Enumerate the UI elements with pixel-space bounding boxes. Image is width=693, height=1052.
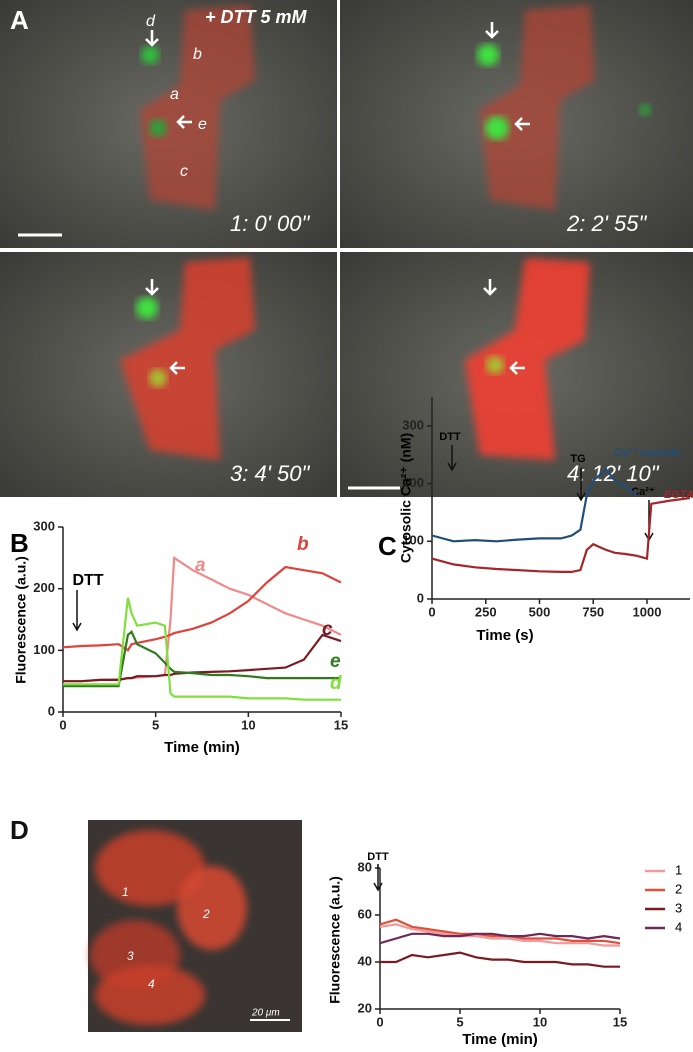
series-label: b — [297, 534, 309, 555]
annotation: DTT — [439, 431, 461, 443]
cell-label: 2 — [202, 907, 210, 921]
data-line — [62, 565, 342, 652]
cell-label: 3 — [127, 949, 134, 963]
x-tick-label: 5 — [456, 1014, 463, 1029]
cell-label: a — [170, 86, 179, 103]
data-line — [63, 597, 341, 701]
data-line — [379, 918, 621, 945]
data-line — [63, 630, 341, 688]
x-tick-label: 0 — [376, 1014, 383, 1029]
frame-time: 1: 0' 00" — [230, 211, 310, 236]
cell-label: 4 — [148, 977, 155, 991]
x-tick-label: 10 — [533, 1014, 547, 1029]
cell-label: d — [146, 13, 156, 30]
y-axis-title: Fluorescence (a.u.) — [13, 556, 29, 684]
series-label: EGTA — [664, 489, 693, 501]
legend-label: 4 — [675, 919, 682, 934]
y-tick-label: 200 — [402, 475, 424, 490]
cell-label: c — [180, 163, 188, 180]
annotation-arrow — [72, 590, 82, 632]
x-tick-label: 1000 — [633, 604, 662, 619]
frame-time: 2: 2' 55" — [566, 211, 647, 236]
annotation: TG — [570, 453, 585, 465]
micrograph-d — [88, 820, 302, 1032]
data-line — [431, 496, 691, 573]
y-axis-title: Cytosolic Ca²⁺ (nM) — [398, 433, 414, 563]
annotation-arrow — [576, 468, 586, 502]
annotation-arrow — [447, 445, 457, 472]
series-label: c — [322, 619, 333, 640]
y-tick-label: 40 — [358, 953, 372, 968]
micrograph-3 — [0, 252, 337, 497]
data-line — [379, 923, 620, 947]
annotation: Ca²⁺ — [631, 486, 655, 498]
data-line — [431, 467, 637, 543]
data-line — [380, 951, 620, 968]
y-tick-label: 200 — [33, 580, 55, 595]
y-tick-label: 100 — [33, 642, 55, 657]
cell-label: b — [193, 46, 202, 63]
y-tick-label: 300 — [402, 417, 424, 432]
annotation-arrow — [373, 864, 383, 892]
series-label: a — [195, 555, 206, 576]
y-tick-label: 300 — [33, 518, 55, 533]
y-tick-label: 80 — [358, 859, 372, 874]
scale-bar-label: 20 μm — [251, 1008, 280, 1019]
y-tick-label: 0 — [48, 703, 55, 718]
y-tick-label: 100 — [402, 533, 424, 548]
cell-label: 1 — [122, 885, 129, 899]
series-label: e — [330, 651, 341, 672]
micrograph-1 — [0, 0, 337, 248]
data-line — [379, 932, 621, 945]
y-tick-label: 20 — [358, 1000, 372, 1015]
legend-label: 3 — [675, 900, 682, 915]
y-tick-label: 0 — [417, 590, 424, 605]
x-tick-label: 0 — [59, 717, 66, 732]
y-tick-label: 60 — [358, 906, 372, 921]
legend-label: 2 — [675, 881, 682, 896]
x-tick-label: 250 — [475, 604, 497, 619]
series-label: d — [330, 673, 342, 694]
x-tick-label: 5 — [152, 717, 159, 732]
frame-time: 3: 4' 50" — [230, 461, 310, 486]
cell-label: e — [198, 116, 207, 133]
x-axis-title: Time (min) — [164, 739, 240, 756]
x-tick-label: 15 — [613, 1014, 627, 1029]
x-axis-title: Time (s) — [476, 627, 533, 644]
panel-label: C — [378, 531, 397, 561]
x-tick-label: 750 — [582, 604, 604, 619]
series-label: Ca²⁺ outside — [614, 447, 680, 459]
treatment: + DTT 5 mM — [205, 7, 308, 27]
x-axis-title: Time (min) — [462, 1031, 538, 1048]
x-tick-label: 500 — [529, 604, 551, 619]
micrograph-4 — [340, 252, 693, 497]
panel-label: D — [10, 815, 29, 845]
panel-label: B — [10, 528, 29, 558]
annotation: DTT — [72, 572, 103, 589]
legend-label: 1 — [675, 862, 682, 877]
y-axis-title: Fluorescence (a.u.) — [327, 876, 343, 1004]
x-tick-label: 0 — [428, 604, 435, 619]
x-tick-label: 15 — [334, 717, 348, 732]
frame-time: 4: 12' 10" — [567, 461, 660, 486]
panel-label: A — [10, 5, 29, 35]
annotation: DTT — [367, 851, 389, 863]
x-tick-label: 10 — [241, 717, 255, 732]
